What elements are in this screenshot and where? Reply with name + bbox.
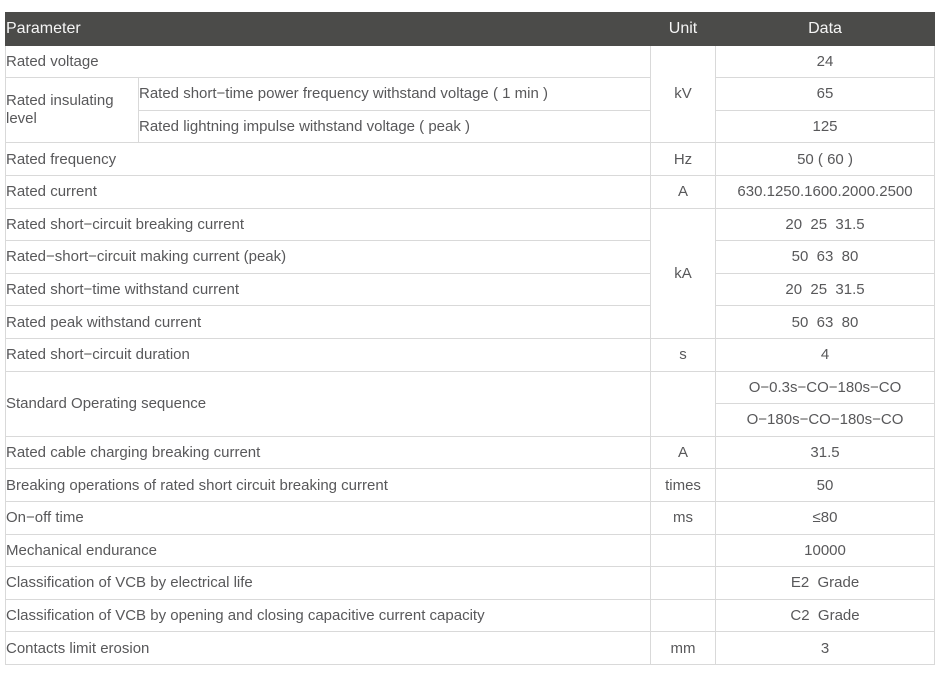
- table-row: Rated lightning impulse withstand voltag…: [6, 109, 936, 144]
- data-cell: 10000: [715, 533, 936, 568]
- param-cell: Rated voltage: [4, 44, 652, 79]
- data-cell: 4: [715, 337, 936, 372]
- table-row: Contacts limit erosion mm 3: [4, 631, 936, 665]
- param-cell: Mechanical endurance: [4, 533, 652, 568]
- param-cell: Rated short−circuit breaking current: [4, 207, 652, 242]
- param-cell: Rated frequency: [4, 142, 652, 176]
- data-cell: 31.5: [715, 435, 936, 470]
- unit-cell: kV: [650, 44, 717, 144]
- unit-cell: [650, 533, 717, 568]
- unit-cell: [650, 566, 717, 600]
- table-row: Rated cable charging breaking current A …: [4, 435, 936, 470]
- param-cell: Rated peak withstand current: [4, 305, 652, 339]
- table-row: Classification of VCB by opening and clo…: [4, 598, 936, 633]
- data-cell: O−0.3s−CO−180s−CO: [715, 370, 936, 405]
- data-cell: 24: [715, 44, 936, 79]
- table-row: Rated peak withstand current 50 63 80: [4, 305, 936, 339]
- table-row: Rated current A 630.1250.1600.2000.2500: [4, 174, 936, 209]
- data-cell: 125: [715, 109, 936, 144]
- unit-cell: times: [650, 468, 717, 502]
- param-cell: Rated cable charging breaking current: [4, 435, 652, 470]
- table-row: On−off time ms ≤80: [4, 500, 936, 535]
- param-cell: Contacts limit erosion: [4, 631, 652, 665]
- param-cell: Classification of VCB by electrical life: [4, 566, 652, 600]
- table-row: Rated insulating level Rated short−time …: [5, 77, 936, 144]
- table-row: Breaking operations of rated short circu…: [4, 468, 936, 502]
- unit-cell: [650, 598, 717, 633]
- unit-cell: ms: [650, 500, 717, 535]
- data-cell: 65: [715, 77, 936, 111]
- header-parameter: Parameter: [4, 12, 652, 46]
- param-cell: Rated short−circuit duration: [4, 337, 652, 372]
- table-row: Rated voltage kV 24: [4, 44, 936, 144]
- table-row: Rated short−circuit duration s 4: [4, 337, 936, 372]
- data-cell: 50 ( 60 ): [715, 142, 936, 176]
- param-cell: Standard Operating sequence: [4, 370, 652, 437]
- unit-cell: kA: [650, 207, 717, 339]
- table-row: Mechanical endurance 10000: [4, 533, 936, 568]
- data-cell: 50 63 80: [715, 240, 936, 274]
- data-cell: 20 25 31.5: [715, 207, 936, 242]
- data-cell: 50 63 80: [715, 305, 936, 339]
- param-cell: Rated lightning impulse withstand voltag…: [137, 109, 652, 144]
- unit-cell: s: [650, 337, 717, 372]
- data-cell: 630.1250.1600.2000.2500: [715, 174, 936, 209]
- param-cell: Rated short−time power frequency withsta…: [137, 77, 652, 111]
- table-row: Standard Operating sequence O−0.3s−CO−18…: [4, 370, 936, 437]
- header-row: Parameter Unit Data: [4, 12, 936, 46]
- header-data: Data: [715, 12, 936, 46]
- unit-cell: A: [650, 435, 717, 470]
- unit-cell: mm: [650, 631, 717, 665]
- data-cell: O−180s−CO−180s−CO: [715, 403, 936, 437]
- param-group-cell: Rated insulating level: [5, 77, 139, 144]
- data-cell: C2 Grade: [715, 598, 936, 633]
- data-cell: E2 Grade: [715, 566, 936, 600]
- param-cell: Rated−short−circuit making current (peak…: [4, 240, 652, 274]
- data-cell: 20 25 31.5: [715, 272, 936, 307]
- table-row: Rated short−time withstand current 20 25…: [4, 272, 936, 307]
- param-cell: Rated short−time withstand current: [4, 272, 652, 307]
- unit-cell: Hz: [650, 142, 717, 176]
- table-row: O−180s−CO−180s−CO: [6, 403, 936, 437]
- param-cell: Rated current: [4, 174, 652, 209]
- param-cell: Breaking operations of rated short circu…: [4, 468, 652, 502]
- header-unit: Unit: [650, 12, 717, 46]
- table-row: Rated short−circuit breaking current kA …: [4, 207, 936, 339]
- data-cell: ≤80: [715, 500, 936, 535]
- data-cell: 3: [715, 631, 936, 665]
- param-cell: Classification of VCB by opening and clo…: [4, 598, 652, 633]
- spec-table: Parameter Unit Data Rated voltage kV 24 …: [4, 12, 936, 665]
- table-row: Rated−short−circuit making current (peak…: [4, 240, 936, 274]
- data-cell: 50: [715, 468, 936, 502]
- table-row: Classification of VCB by electrical life…: [4, 566, 936, 600]
- param-cell: On−off time: [4, 500, 652, 535]
- unit-cell: A: [650, 174, 717, 209]
- unit-cell: [650, 370, 717, 437]
- table-row: Rated frequency Hz 50 ( 60 ): [4, 142, 936, 176]
